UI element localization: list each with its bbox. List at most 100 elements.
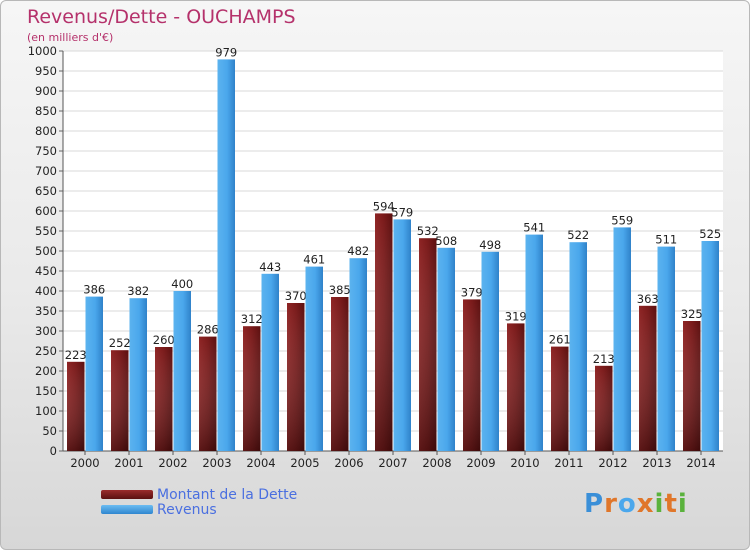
data-label-revenue: 482 (347, 244, 369, 258)
chart-title: Revenus/Dette - OUCHAMPS (27, 6, 296, 28)
bar-revenue (173, 291, 191, 451)
x-tick-label: 2002 (158, 456, 187, 470)
x-tick-label: 2009 (466, 456, 495, 470)
x-tick-label: 2005 (290, 456, 319, 470)
legend-item-revenue: Revenus (101, 501, 297, 518)
bar-debt-shade (67, 361, 85, 451)
legend: Montant de la Dette Revenus (101, 486, 298, 518)
proxiti-logo: Proxiti (584, 489, 688, 519)
y-tick-label: 500 (35, 244, 57, 258)
data-label-revenue: 443 (259, 260, 281, 274)
y-tick-label: 150 (35, 384, 57, 398)
x-tick-label: 2003 (202, 456, 231, 470)
y-tick-label: 0 (50, 444, 57, 458)
data-label-debt: 325 (681, 307, 703, 321)
data-label-revenue: 559 (611, 213, 633, 227)
data-label-debt: 385 (329, 283, 351, 297)
data-label-revenue: 522 (567, 228, 589, 242)
data-label-debt: 223 (65, 348, 87, 362)
y-tick-label: 600 (35, 204, 57, 218)
chart-subtitle: (en milliers d'€) (27, 31, 114, 44)
y-tick-label: 750 (35, 144, 57, 158)
data-label-revenue: 979 (215, 45, 237, 59)
x-tick-label: 2010 (510, 456, 539, 470)
data-label-debt: 379 (461, 285, 483, 299)
bar-revenue (305, 266, 323, 451)
bar-debt-shade (639, 305, 657, 451)
bar-debt-shade (243, 326, 261, 451)
y-tick-label: 450 (35, 264, 57, 278)
y-tick-label: 800 (35, 124, 57, 138)
data-label-revenue: 511 (655, 233, 677, 247)
data-label-revenue: 498 (479, 238, 501, 252)
data-label-debt: 261 (549, 333, 571, 347)
y-tick-label: 200 (35, 364, 57, 378)
bar-debt-shade (199, 336, 217, 451)
x-tick-label: 2012 (598, 456, 627, 470)
bar-revenue (657, 246, 675, 451)
bar-revenue (217, 59, 235, 452)
x-tick-label: 2004 (246, 456, 275, 470)
data-label-revenue: 382 (127, 284, 149, 298)
x-tick-label: 2000 (70, 456, 99, 470)
bar-debt-shade (419, 238, 437, 451)
x-tick-label: 2001 (114, 456, 143, 470)
bar-debt-shade (507, 323, 525, 451)
y-tick-label: 650 (35, 184, 57, 198)
x-tick-label: 2011 (554, 456, 583, 470)
legend-label-debt: Montant de la Dette (157, 486, 298, 503)
bar-revenue (481, 251, 499, 451)
y-tick-label: 350 (35, 304, 57, 318)
bar-debt-shade (287, 303, 305, 451)
data-label-debt: 319 (505, 309, 527, 323)
bar-revenue (393, 219, 411, 451)
bar-debt-shade (551, 346, 569, 451)
data-label-revenue: 461 (303, 253, 325, 267)
y-tick-label: 100 (35, 404, 57, 418)
bar-debt-shade (331, 297, 349, 451)
data-label-revenue: 386 (83, 283, 105, 297)
bar-debt-shade (111, 350, 129, 451)
y-tick-label: 250 (35, 344, 57, 358)
bar-debt-shade (463, 299, 481, 451)
y-tick-label: 1000 (28, 44, 57, 58)
bar-debt-shade (595, 365, 613, 451)
x-tick-label: 2007 (378, 456, 407, 470)
legend-item-debt: Montant de la Dette (101, 486, 298, 503)
data-label-debt: 594 (373, 199, 395, 213)
bar-revenue (261, 273, 279, 451)
y-tick-label: 850 (35, 104, 57, 118)
y-tick-label: 950 (35, 64, 57, 78)
bar-revenue (437, 247, 455, 451)
data-label-debt: 260 (153, 333, 175, 347)
data-label-debt: 363 (637, 292, 659, 306)
legend-swatch-debt (101, 490, 153, 499)
x-tick-label: 2014 (686, 456, 715, 470)
y-tick-label: 300 (35, 324, 57, 338)
data-label-revenue: 579 (391, 205, 413, 219)
x-tick-label: 2006 (334, 456, 363, 470)
bar-debt-shade (375, 213, 393, 451)
bar-revenue (129, 298, 147, 451)
data-label-debt: 252 (109, 336, 131, 350)
legend-swatch-revenue (101, 505, 153, 514)
y-tick-label: 900 (35, 84, 57, 98)
data-label-debt: 312 (241, 312, 263, 326)
bar-revenue (349, 258, 367, 451)
x-tick-label: 2013 (642, 456, 671, 470)
legend-label-revenue: Revenus (157, 501, 217, 518)
y-tick-label: 700 (35, 164, 57, 178)
bar-revenue (613, 227, 631, 451)
data-label-revenue: 508 (435, 234, 457, 248)
data-label-revenue: 541 (523, 221, 545, 235)
bar-debt-shade (155, 347, 173, 451)
y-tick-label: 400 (35, 284, 57, 298)
data-label-debt: 370 (285, 289, 307, 303)
bar-revenue (569, 242, 587, 451)
y-tick-label: 550 (35, 224, 57, 238)
data-label-revenue: 525 (699, 227, 721, 241)
bar-debt-shade (683, 321, 701, 451)
bar-revenue (525, 234, 543, 451)
